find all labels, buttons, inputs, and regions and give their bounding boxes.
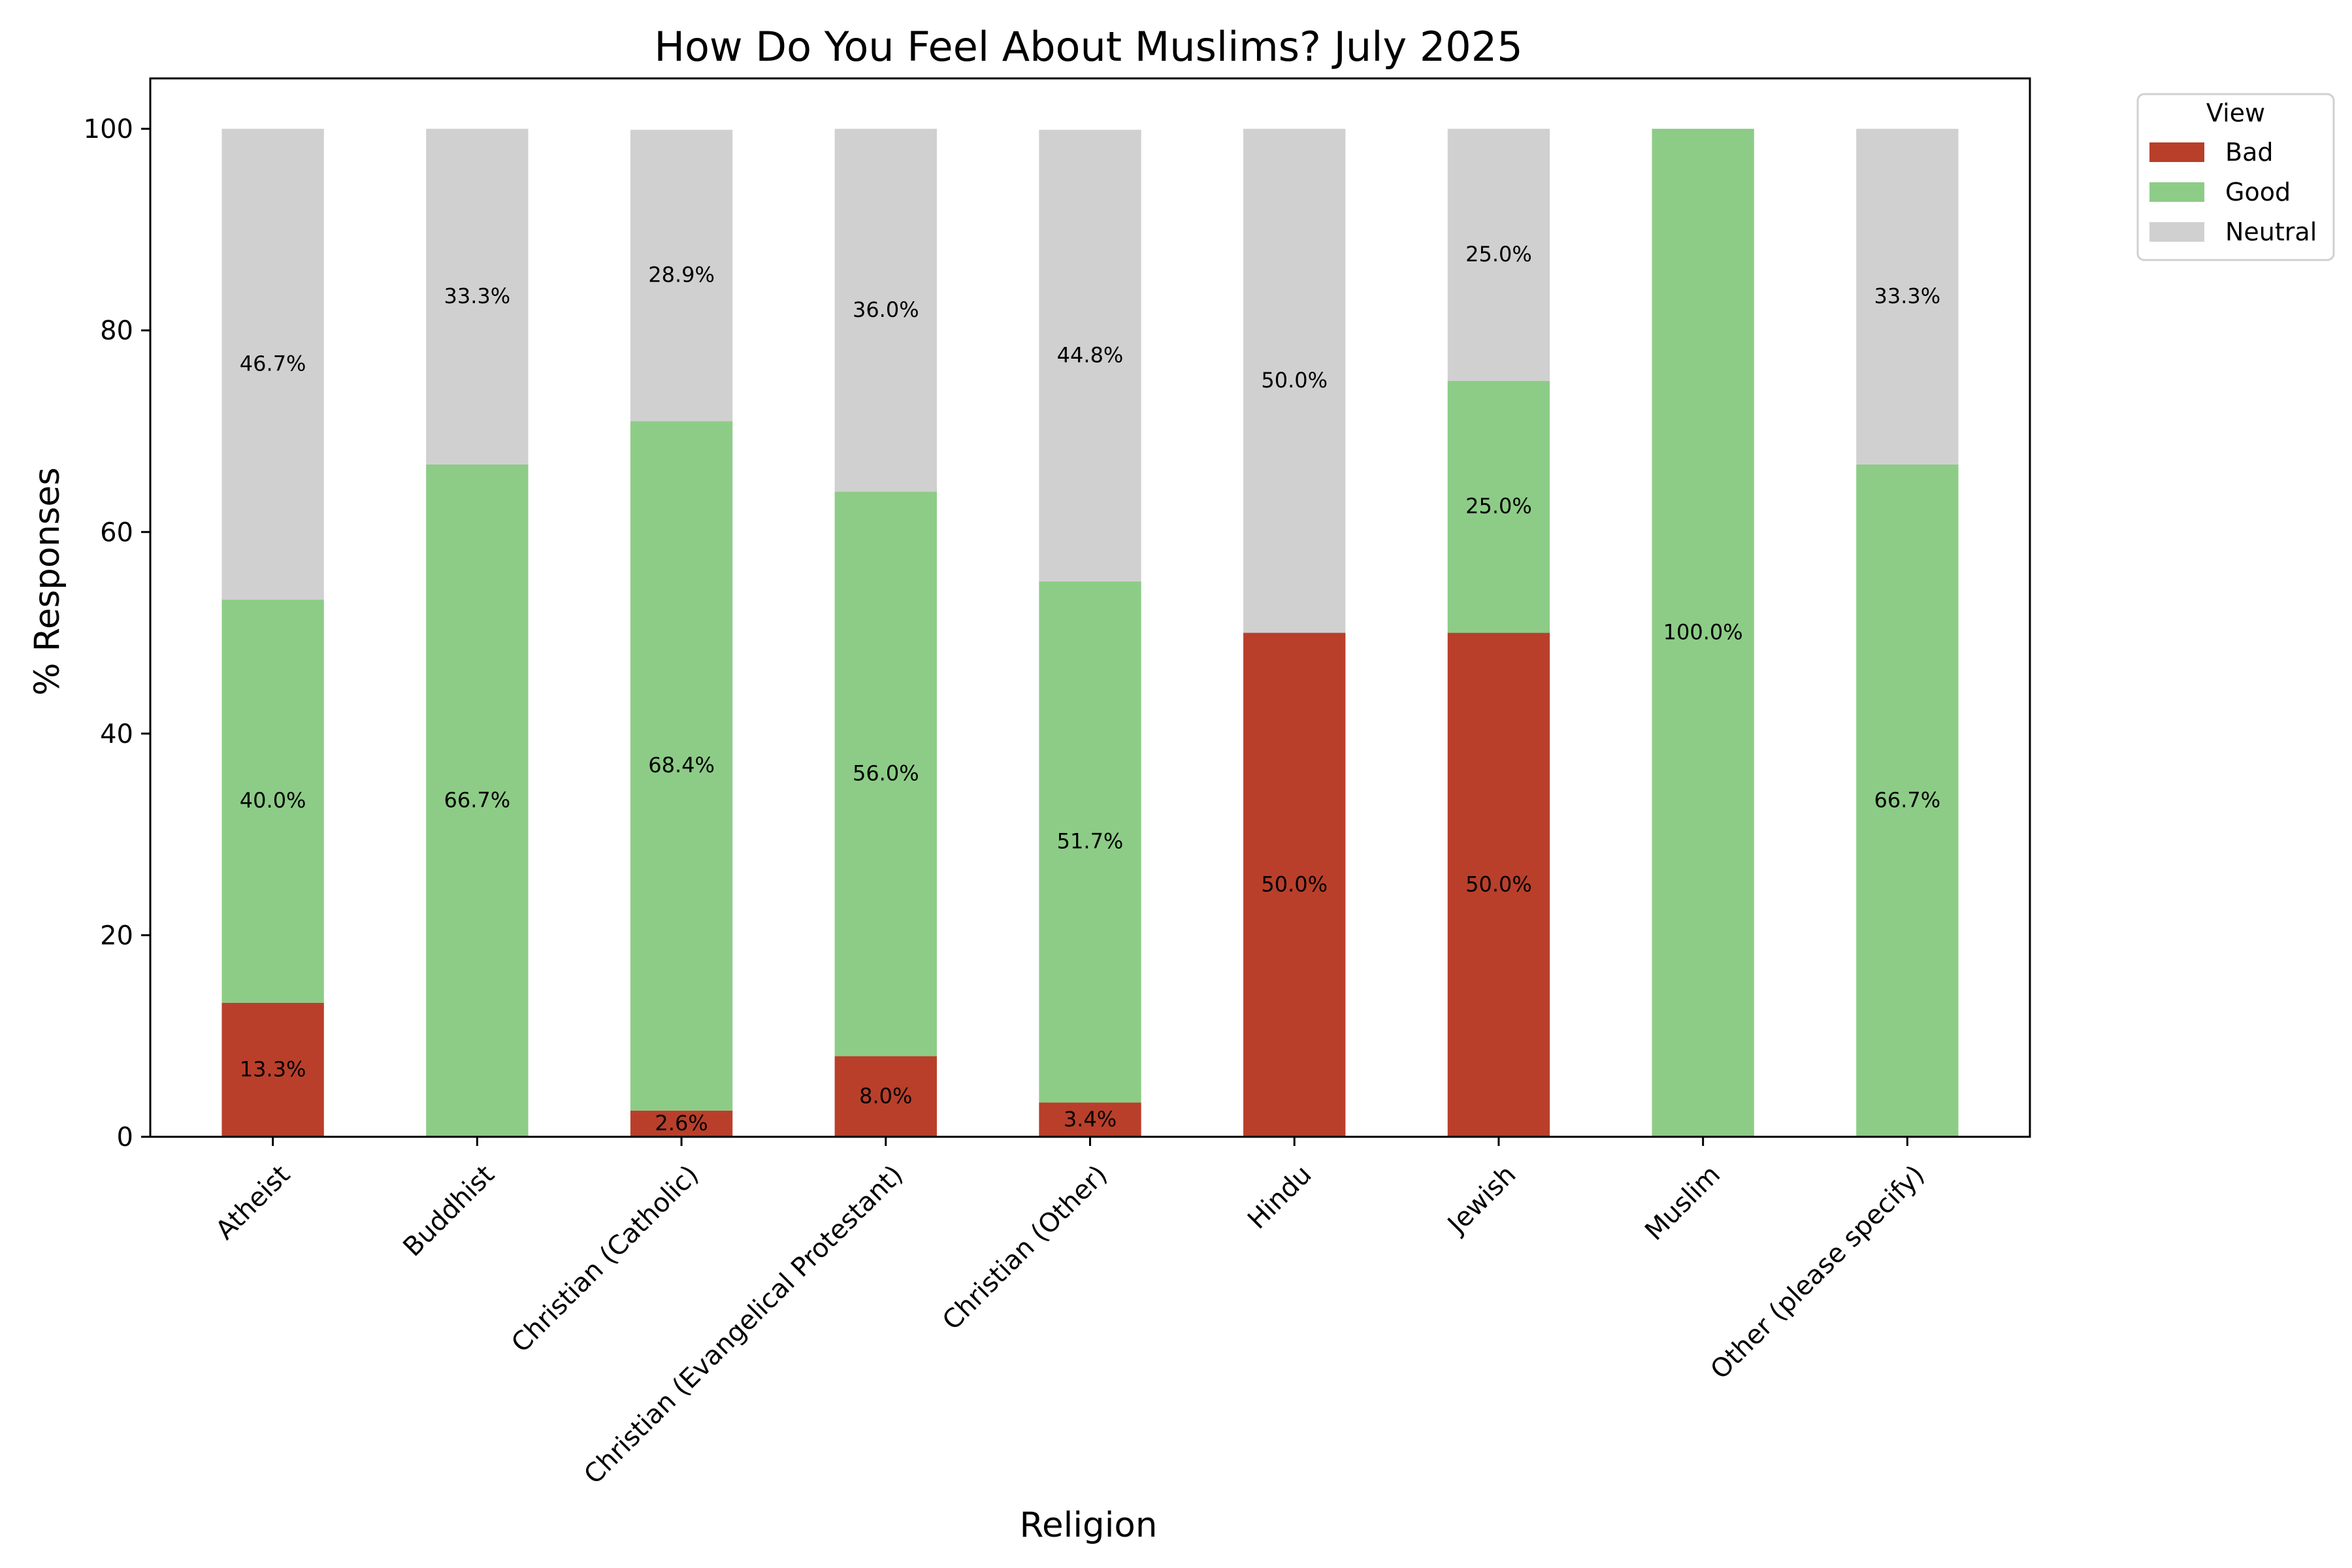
x-tick-label-christian-catholic: Christian (Catholic) bbox=[506, 1160, 704, 1358]
bar-atheist-bad bbox=[221, 1002, 324, 1137]
bar-buddhist-neutral bbox=[426, 129, 529, 465]
value-label-jewish-good: 25.0% bbox=[1465, 494, 1532, 519]
y-tick-label: 100 bbox=[84, 114, 133, 144]
bar-jewish-bad bbox=[1447, 632, 1550, 1137]
y-tick-label: 60 bbox=[100, 517, 133, 547]
bar-christian-catholic-good bbox=[630, 421, 733, 1111]
legend: View Bad Good Neutral bbox=[2136, 93, 2335, 261]
bar-hindu-neutral bbox=[1243, 129, 1346, 633]
bar-christian-evangelical-protestant-good bbox=[834, 491, 937, 1056]
bar-hindu-bad bbox=[1243, 632, 1346, 1137]
value-label-jewish-neutral: 25.0% bbox=[1465, 242, 1532, 267]
y-tick-label: 0 bbox=[117, 1122, 133, 1152]
bar-atheist-good bbox=[221, 599, 324, 1003]
legend-label-bad: Bad bbox=[2225, 138, 2273, 167]
x-tick-label-other-please-specify: Other (please specify) bbox=[1705, 1160, 1931, 1385]
value-label-christian-evangelical-protestant-good: 56.0% bbox=[853, 761, 919, 786]
bar-buddhist-good bbox=[426, 464, 529, 1137]
value-label-hindu-bad: 50.0% bbox=[1261, 872, 1328, 896]
legend-entries: Bad Good Neutral bbox=[2149, 138, 2317, 246]
value-label-christian-other-bad: 3.4% bbox=[1064, 1107, 1117, 1132]
value-label-atheist-bad: 13.3% bbox=[240, 1056, 306, 1081]
x-tick-label-christian-other: Christian (Other) bbox=[937, 1160, 1113, 1336]
x-tick-label-buddhist: Buddhist bbox=[397, 1160, 500, 1262]
value-label-christian-catholic-bad: 2.6% bbox=[655, 1111, 708, 1135]
legend-swatch-neutral bbox=[2149, 222, 2204, 242]
x-tick-label-atheist: Atheist bbox=[210, 1160, 296, 1245]
y-axis-label: % Responses bbox=[27, 467, 67, 695]
bar-muslim-good bbox=[1652, 129, 1754, 1137]
value-labels-layer: 13.3% 40.0% 46.7% 66.7% 33.3% 2.6% 68.4% 28.9% 8… bbox=[240, 242, 1940, 1135]
bar-atheist-neutral bbox=[221, 129, 324, 600]
y-tick-label: 20 bbox=[100, 921, 133, 951]
legend-label-neutral: Neutral bbox=[2225, 218, 2317, 246]
value-label-christian-evangelical-protestant-bad: 8.0% bbox=[859, 1083, 912, 1108]
value-label-atheist-good: 40.0% bbox=[240, 788, 306, 813]
value-label-christian-catholic-good: 68.4% bbox=[648, 753, 715, 777]
value-label-christian-other-neutral: 44.8% bbox=[1057, 342, 1124, 367]
value-label-christian-evangelical-protestant-neutral: 36.0% bbox=[853, 297, 919, 322]
value-label-christian-other-good: 51.7% bbox=[1057, 829, 1124, 854]
bar-christian-catholic-neutral bbox=[630, 129, 733, 421]
x-tick-label-christian-evangelical-protestant: Christian (Evangelical Protestant) bbox=[578, 1160, 909, 1490]
value-label-buddhist-good: 66.7% bbox=[444, 787, 511, 812]
value-label-muslim-good: 100.0% bbox=[1663, 620, 1743, 645]
legend-swatch-bad bbox=[2149, 142, 2204, 162]
x-tick-label-muslim: Muslim bbox=[1639, 1160, 1726, 1247]
chart-title: How Do You Feel About Muslims? July 2025 bbox=[654, 23, 1522, 71]
legend-swatch-good bbox=[2149, 182, 2204, 202]
bar-jewish-good bbox=[1447, 380, 1550, 633]
legend-title: View bbox=[2206, 99, 2265, 127]
y-tick-label: 40 bbox=[100, 719, 133, 749]
value-label-buddhist-neutral: 33.3% bbox=[444, 284, 511, 308]
bar-jewish-neutral bbox=[1447, 129, 1550, 381]
x-tick-label-jewish: Jewish bbox=[1441, 1160, 1522, 1241]
bar-christian-other-good bbox=[1039, 581, 1141, 1103]
y-axis: 0 20 40 60 80 100 bbox=[84, 114, 150, 1152]
value-label-christian-catholic-neutral: 28.9% bbox=[648, 263, 715, 287]
bar-christian-evangelical-protestant-bad bbox=[834, 1056, 937, 1137]
value-label-atheist-neutral: 46.7% bbox=[240, 351, 306, 376]
bar-christian-catholic-bad bbox=[630, 1110, 733, 1137]
value-label-hindu-neutral: 50.0% bbox=[1261, 368, 1328, 393]
legend-frame bbox=[2136, 93, 2335, 261]
value-label-jewish-bad: 50.0% bbox=[1465, 872, 1532, 896]
bar-christian-evangelical-protestant-neutral bbox=[834, 129, 937, 492]
value-label-other-please-specify-good: 66.7% bbox=[1874, 787, 1941, 812]
y-tick-label: 80 bbox=[100, 316, 133, 346]
bar-christian-other-bad bbox=[1039, 1102, 1141, 1137]
bars-layer bbox=[221, 129, 1959, 1137]
legend-label-good: Good bbox=[2225, 178, 2291, 206]
x-axis-label: Religion bbox=[1020, 1505, 1158, 1545]
bar-christian-other-neutral bbox=[1039, 129, 1141, 581]
bar-other-please-specify-good bbox=[1856, 464, 1959, 1137]
bar-other-please-specify-neutral bbox=[1856, 129, 1959, 465]
x-tick-label-hindu: Hindu bbox=[1242, 1160, 1317, 1235]
value-label-other-please-specify-neutral: 33.3% bbox=[1874, 284, 1941, 308]
x-axis: Atheist Buddhist Christian (Catholic)Chris… bbox=[210, 1137, 1931, 1490]
